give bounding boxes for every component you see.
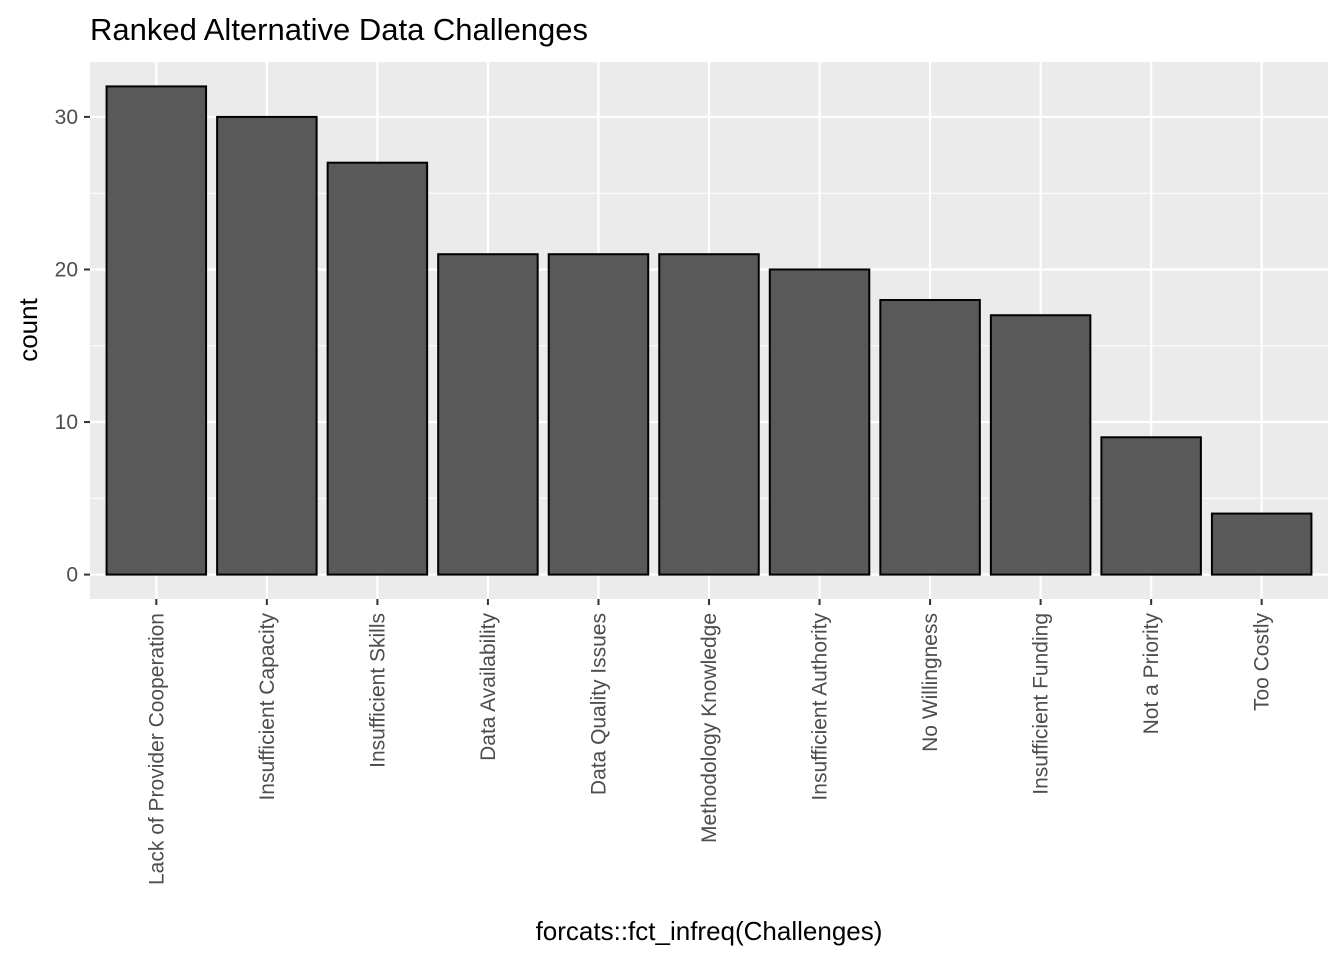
x-tick-label: Insufficient Authority [809, 613, 832, 801]
bar-too-costly [1210, 512, 1313, 576]
x-tick-label: Too Costly [1251, 613, 1274, 712]
x-tick-label: Methodology Knowledge [698, 613, 721, 843]
x-tick-label: Insufficient Skills [366, 613, 389, 768]
bar-insufficient-authority [768, 268, 871, 576]
x-tick-label: Not a Priority [1140, 613, 1163, 735]
y-tick-label: 30 [55, 106, 78, 129]
bars [105, 85, 1313, 576]
x-axis-title: forcats::fct_infreq(Challenges) [536, 916, 883, 946]
bar-data-availability [437, 253, 539, 576]
bar-lack-of-provider-cooperation [105, 85, 208, 576]
x-tick-label: Data Availability [477, 613, 500, 761]
chart-title: Ranked Alternative Data Challenges [90, 12, 588, 47]
x-tick-label: Insufficient Capacity [256, 613, 279, 801]
x-tick-label: No Willingness [919, 613, 942, 752]
y-axis-title: count [13, 297, 43, 361]
bar-not-a-priority [1100, 436, 1202, 576]
y-tick-label: 0 [66, 564, 78, 587]
bar-insufficient-funding [989, 314, 1092, 576]
bar-methodology-knowledge [658, 253, 760, 576]
y-tick-label: 10 [55, 411, 78, 434]
bar-insufficient-skills [326, 161, 429, 576]
x-tick-label: Lack of Provider Cooperation [145, 613, 168, 885]
y-tick-label: 20 [55, 258, 78, 281]
x-tick-label: Insufficient Funding [1030, 613, 1053, 795]
bar-no-willingness [879, 298, 981, 576]
x-tick-label: Data Quality Issues [587, 613, 610, 795]
bar-insufficient-capacity [216, 115, 318, 576]
bar-data-quality-issues [547, 253, 650, 576]
axes: 0 10 20 30 Lack of Provider Cooperation Insuf… [55, 106, 1274, 885]
